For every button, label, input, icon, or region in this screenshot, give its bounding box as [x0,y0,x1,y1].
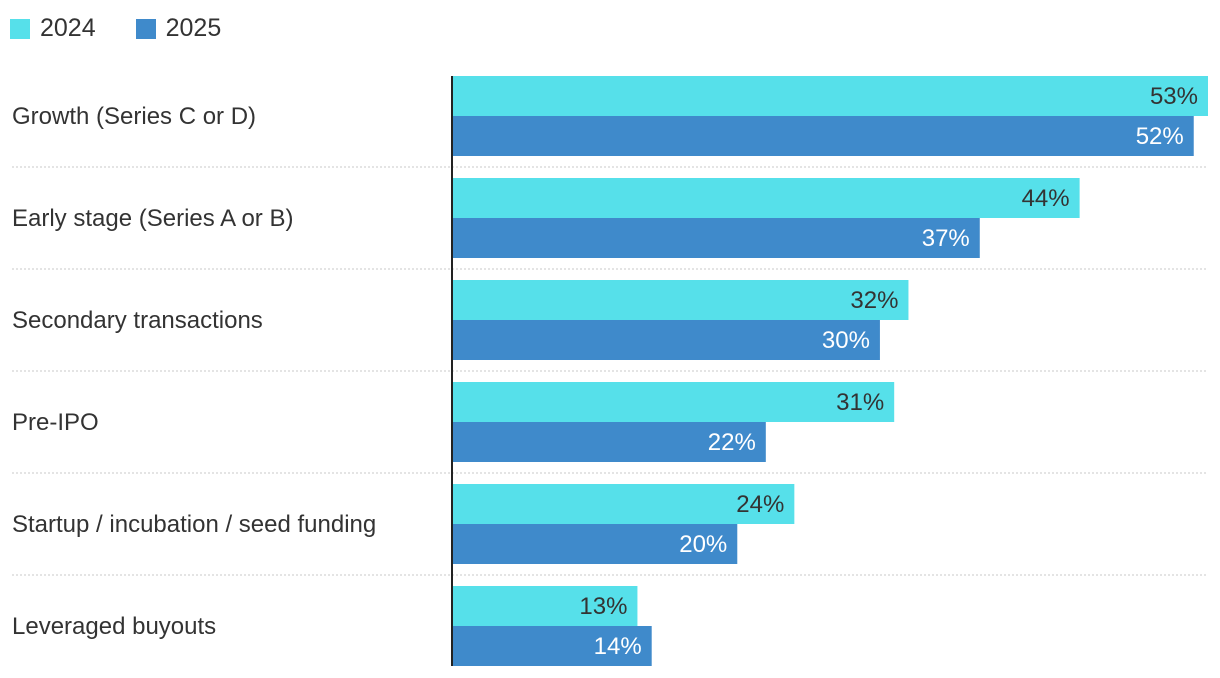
value-label-2025: 37% [922,225,970,252]
bar-2024 [452,484,795,524]
legend-label-2024: 2024 [40,14,96,42]
bar-2025 [452,422,766,462]
category-label: Early stage (Series A or B) [12,205,293,232]
bar-2025 [452,116,1194,156]
value-label-2024: 44% [1022,185,1070,212]
value-label-2025: 52% [1136,123,1184,150]
bar-2024 [452,280,909,320]
value-label-2024: 13% [579,593,627,620]
legend-label-2025: 2025 [165,14,222,42]
bar-2025 [452,320,880,360]
legend-item-2024: 2024 [10,14,96,43]
value-label-2025: 22% [708,429,756,456]
bar-2025 [452,626,652,666]
bar-2024 [452,178,1080,218]
bar-2024 [452,76,1208,116]
bar-2025 [452,218,980,258]
category-label: Leveraged buyouts [12,613,216,640]
value-label-2024: 32% [850,287,898,314]
category-label: Growth (Series C or D) [12,103,256,130]
bar-2024 [452,382,895,422]
category-label: Pre-IPO [12,409,99,436]
value-label-2024: 31% [836,389,884,416]
legend-item-2025: 2025 [135,14,222,43]
value-label-2025: 20% [679,531,727,558]
value-label-2025: 14% [594,633,642,660]
value-label-2024: 53% [1150,83,1198,110]
legend-swatch-2024 [10,18,30,39]
value-label-2024: 24% [736,491,784,518]
category-label: Secondary transactions [12,307,263,334]
bar-2024 [452,586,638,626]
category-label: Startup / incubation / seed funding [12,511,376,538]
legend: 2024 2025 [10,14,221,43]
legend-swatch-2025 [135,18,156,39]
value-label-2025: 30% [822,327,870,354]
bar-2025 [452,524,738,564]
